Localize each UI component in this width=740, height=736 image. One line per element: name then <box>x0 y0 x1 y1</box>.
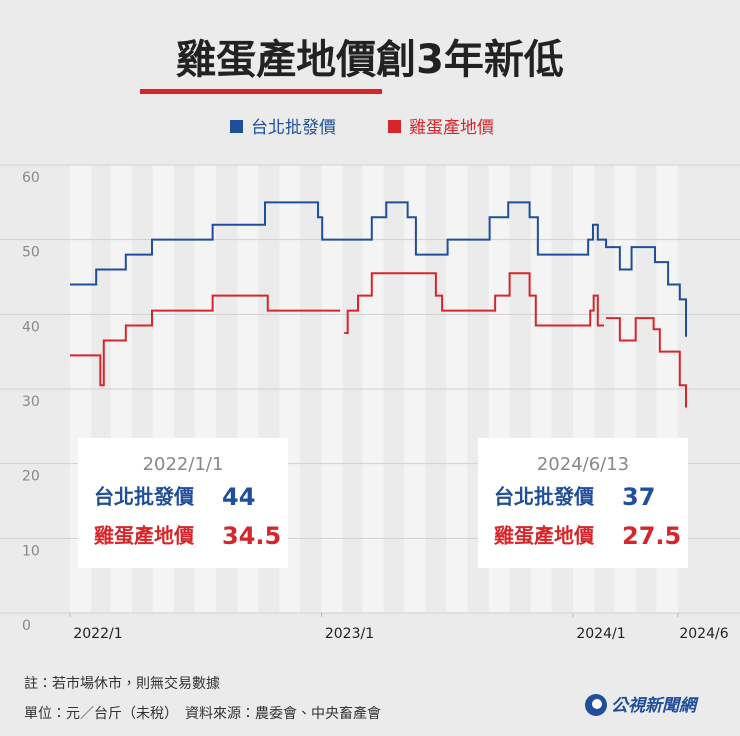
legend-label: 台北批發價 <box>251 118 336 138</box>
y-tick-label: 10 <box>22 543 40 559</box>
y-tick-label: 50 <box>22 245 40 261</box>
series-line <box>70 272 687 408</box>
x-tick-label: 2024/6 <box>679 626 728 642</box>
x-tick-label: 2022/1 <box>73 626 122 642</box>
chart-title: 雞蛋產地價創3年新低 <box>176 37 564 83</box>
annotation-value: 34.5 <box>222 522 281 550</box>
x-tick-label: 2023/1 <box>325 626 374 642</box>
legend-swatch <box>388 120 401 133</box>
series-line <box>70 201 687 337</box>
annotation-box <box>478 438 688 568</box>
lines <box>70 201 687 408</box>
y-tick-label: 40 <box>22 319 40 335</box>
y-tick-label: 60 <box>22 170 40 186</box>
logo-text: 公視新聞網 <box>611 696 699 716</box>
annotation-value: 37 <box>622 483 655 511</box>
y-tick-label: 30 <box>22 394 40 410</box>
annotation-label: 台北批發價 <box>94 485 195 509</box>
legend-label: 雞蛋產地價 <box>409 118 494 138</box>
footer-source: 單位：元／台斤（未稅） 資料來源：農委會、中央畜產會 <box>24 705 381 722</box>
legend: 台北批發價 雞蛋產地價 <box>230 118 494 138</box>
y-tick-label: 20 <box>22 469 40 485</box>
logo-icon-inner <box>592 699 602 709</box>
annotation-label: 雞蛋產地價 <box>493 524 595 548</box>
annotation-label: 台北批發價 <box>494 485 595 509</box>
annotation-label: 雞蛋產地價 <box>93 524 195 548</box>
annotations: 2022/1/1 台北批發價 44 雞蛋產地價 34.5 2024/6/13 台北批發價 37… <box>78 438 688 568</box>
annotation-value: 44 <box>222 483 255 511</box>
title-underline <box>140 89 382 94</box>
y-tick-label: 0 <box>22 618 31 634</box>
annotation-date: 2022/1/1 <box>143 454 224 475</box>
legend-swatch <box>230 120 243 133</box>
footer-note: 註：若市場休市，則無交易數據 <box>24 675 220 692</box>
annotation-date: 2024/6/13 <box>537 454 629 475</box>
annotation-box <box>78 438 288 568</box>
annotation-value: 27.5 <box>622 522 681 550</box>
x-tick-label: 2024/1 <box>576 626 625 642</box>
